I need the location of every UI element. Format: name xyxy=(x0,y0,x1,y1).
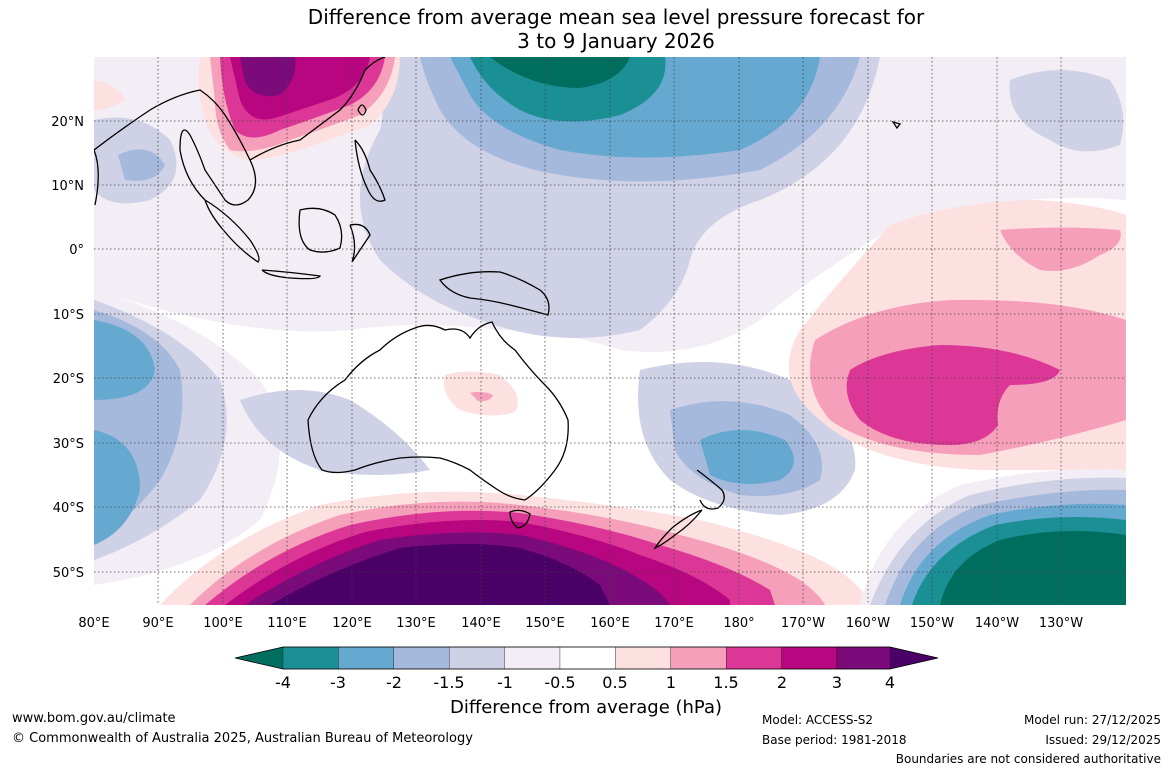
colorbar-segment xyxy=(559,646,616,670)
taiwan-coast xyxy=(357,104,367,116)
title-line-2: 3 to 9 January 2026 xyxy=(517,29,715,53)
lat-label: 30°S xyxy=(53,437,84,452)
contour-pos-1-5-pacific xyxy=(846,345,1060,445)
colorbar-tick: -3 xyxy=(330,673,346,692)
colorbar-tick: -4 xyxy=(275,673,291,692)
contour-pos-0-5-far-west xyxy=(94,80,125,110)
map-area xyxy=(94,57,1126,605)
latitude-labels: 20°N 10°N 0° 10°S 20°S 30°S 40°S 50°S xyxy=(51,115,84,581)
contour-neg-1-ne xyxy=(1009,70,1124,152)
colorbar-ticks: -4 -3 -2 -1.5 -1 -0.5 0.5 1 1.5 2 3 4 xyxy=(275,673,895,692)
base-period: Base period: 1981-2018 xyxy=(762,733,907,747)
colorbar-segment xyxy=(670,646,727,670)
colorbar-tick: -1.5 xyxy=(433,673,464,692)
colorbar-extend-high xyxy=(890,647,938,669)
colorbar-tick: -2 xyxy=(386,673,402,692)
lat-label: 20°N xyxy=(51,115,84,130)
lon-label: 90°E xyxy=(142,616,173,631)
colorbar-tick: -0.5 xyxy=(544,673,575,692)
colorbar-label: Difference from average (hPa) xyxy=(450,697,722,718)
copyright-notice: © Commonwealth of Australia 2025, Austra… xyxy=(12,731,473,746)
lat-label: 0° xyxy=(69,243,84,258)
java-coast xyxy=(261,269,321,280)
hawaii-coast xyxy=(891,120,902,130)
colorbar-segment xyxy=(449,646,505,670)
new-guinea-coast xyxy=(438,271,550,316)
lon-label: 110°E xyxy=(267,616,307,631)
lon-label: 160°E xyxy=(590,616,630,631)
colorbar-tick: 3 xyxy=(832,673,842,692)
lat-label: 40°S xyxy=(53,501,84,516)
map-title: Difference from average mean sea level p… xyxy=(0,5,1173,53)
colorbar-tick: 2 xyxy=(777,673,787,692)
new-zealand-coast xyxy=(653,469,725,550)
boundary-disclaimer: Boundaries are not considered authoritat… xyxy=(895,752,1161,766)
colorbar xyxy=(234,646,939,670)
sumatra-coast xyxy=(204,199,260,263)
longitude-labels: 80°E 90°E 100°E 110°E 120°E 130°E 140°E … xyxy=(78,616,1083,631)
lon-label: 100°E xyxy=(203,616,243,631)
india-coast xyxy=(94,149,99,206)
contour-pos-1-australia xyxy=(470,391,493,402)
model-name: Model: ACCESS-S2 xyxy=(762,713,874,727)
issued-date: Issued: 29/12/2025 xyxy=(1045,733,1161,747)
lon-label: 150°E xyxy=(525,616,565,631)
colorbar-segment xyxy=(282,646,339,670)
australia-coast xyxy=(307,321,569,501)
colorbar-extend-low xyxy=(235,647,283,669)
bom-url[interactable]: www.bom.gov.au/climate xyxy=(12,711,176,726)
lon-label: 130°W xyxy=(1039,616,1083,631)
colorbar-segment xyxy=(836,646,891,670)
colorbar-segment xyxy=(726,646,782,670)
colorbar-segment xyxy=(504,646,561,670)
graticule xyxy=(94,57,1126,605)
lon-label: 120°E xyxy=(332,616,372,631)
contour-neg-2-west xyxy=(94,320,155,545)
contour-neg-4-north xyxy=(490,57,630,88)
colorbar-tick: 1.5 xyxy=(713,673,738,692)
contour-neg-1-tasman xyxy=(240,390,430,475)
lon-label: 170°W xyxy=(781,616,825,631)
colorbar-tick: 1 xyxy=(666,673,676,692)
contour-neg-1-5-left xyxy=(118,149,165,181)
lat-label: 10°S xyxy=(53,308,84,323)
asia-coast xyxy=(94,57,386,206)
lon-label: 150°W xyxy=(910,616,954,631)
model-run-date: Model run: 27/12/2025 xyxy=(1023,713,1161,727)
colorbar-tick: 0.5 xyxy=(602,673,627,692)
contour-neg-2-nz xyxy=(700,430,794,484)
lat-label: 20°S xyxy=(53,372,84,387)
contour-pos-4-south xyxy=(270,544,610,605)
lon-label: 160°W xyxy=(846,616,890,631)
colorbar-segment xyxy=(615,646,671,670)
lat-label: 10°N xyxy=(51,179,84,194)
sulawesi-coast xyxy=(349,223,371,263)
lat-label: 50°S xyxy=(53,566,84,581)
lon-label: 80°E xyxy=(78,616,109,631)
lon-label: 140°W xyxy=(975,616,1019,631)
lon-label: 180° xyxy=(723,616,754,631)
colorbar-segment xyxy=(338,646,394,670)
lon-label: 170°E xyxy=(654,616,694,631)
contour-neg-4-se xyxy=(940,531,1126,605)
tasmania-coast xyxy=(509,509,531,529)
borneo-coast xyxy=(298,207,343,253)
colorbar-tick: -1 xyxy=(497,673,513,692)
lon-label: 130°E xyxy=(396,616,436,631)
colorbar-segment xyxy=(781,646,838,670)
colorbar-tick: 4 xyxy=(885,673,895,692)
colorbar-segment xyxy=(393,646,450,670)
philippines-coast xyxy=(354,139,386,202)
colorbar-outline xyxy=(234,646,939,670)
coastlines xyxy=(94,57,902,550)
title-line-1: Difference from average mean sea level p… xyxy=(307,5,925,29)
contour-pos-3-asia xyxy=(240,57,296,97)
lon-label: 140°E xyxy=(461,616,501,631)
